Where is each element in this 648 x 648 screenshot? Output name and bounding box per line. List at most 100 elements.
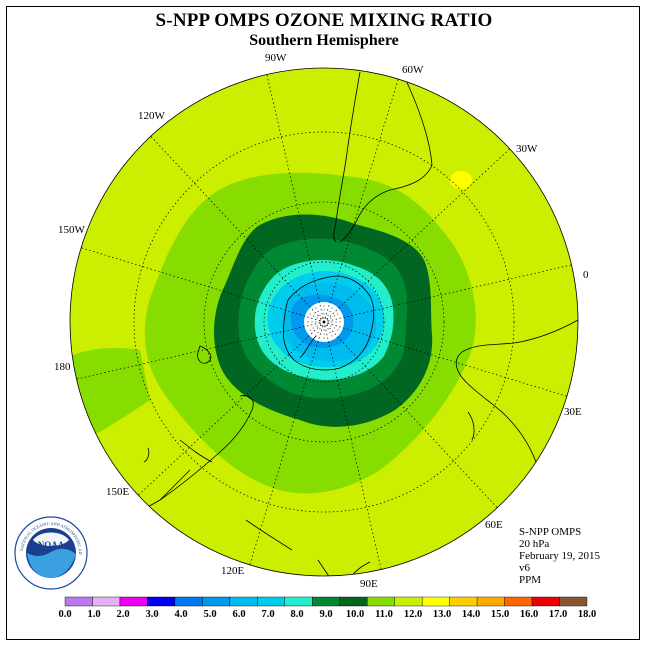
plot-frame	[6, 6, 640, 640]
cap-dot	[329, 331, 331, 333]
cap-dot	[323, 325, 325, 327]
cap-dot	[325, 324, 327, 326]
colorbar-tick-label: 16.0	[520, 609, 538, 620]
colorbar-swatch	[119, 596, 148, 607]
colorbar-tick-label: 2.0	[116, 609, 129, 620]
cap-dot	[317, 331, 319, 333]
cap-dot	[311, 321, 313, 323]
cap-dot	[323, 313, 325, 315]
map-boundary	[69, 67, 579, 577]
meridian-line	[75, 245, 325, 323]
lon-label-90e: 90E	[360, 578, 378, 590]
cap-dot	[315, 321, 317, 323]
cap-dot	[333, 327, 335, 329]
longitude-labels: 90W 60W 30W 0 30E 60E 90E 120E 150E 180 …	[54, 52, 589, 590]
colorbar-swatch	[367, 596, 395, 607]
info-version: v6	[519, 562, 530, 574]
cap-dot	[321, 324, 323, 326]
colorbar-swatch	[64, 596, 93, 607]
lon-label-150e: 150E	[106, 486, 130, 498]
colorbar-swatch	[394, 596, 423, 607]
meridian-line	[323, 321, 383, 576]
colorbar-tick-label: 1.0	[87, 609, 100, 620]
meridian-line	[323, 321, 573, 399]
cap-dot	[330, 317, 332, 319]
colorbar-tick-label: 4.0	[174, 609, 187, 620]
cap-dot	[331, 335, 333, 337]
map-disc	[70, 68, 578, 576]
cap-dot	[339, 321, 341, 323]
colorbar-swatch	[257, 596, 285, 607]
cap-dot	[323, 305, 325, 307]
cap-dot	[325, 318, 327, 320]
colorbar-swatch	[174, 596, 203, 607]
colorbar-tick-label: 3.0	[145, 609, 158, 620]
cap-dot	[326, 319, 328, 321]
cap-dot	[320, 323, 322, 325]
cap-dot	[327, 314, 329, 316]
cap-dot	[330, 325, 332, 327]
colorbar-tick-label: 12.0	[404, 609, 422, 620]
colorbar-swatch	[284, 596, 313, 607]
meridian-line	[323, 73, 401, 323]
cap-dot	[337, 329, 339, 331]
colorbar-swatch	[476, 596, 505, 607]
cap-dot	[313, 327, 315, 329]
noaa-logo-text: NOAA	[38, 540, 65, 550]
cap-dot	[315, 307, 317, 309]
meridian-line	[323, 144, 515, 323]
cap-dot	[321, 318, 323, 320]
lon-label-150w: 150W	[58, 224, 86, 236]
colorbar: 0.0 1.0 2.0 3.0 4.0 5.0 6.0 7.0 8.0 9.0 10.0 11.0 12…	[58, 596, 596, 620]
noaa-logo-ring-text: NATIONAL OCEANIC AND ATMOSPHERIC ADMINIS…	[0, 0, 83, 555]
map-subtitle: Southern Hemisphere	[249, 32, 399, 49]
meridian-line	[133, 321, 325, 500]
colorbar-tick-label: 11.0	[375, 609, 393, 620]
cap-dot	[319, 314, 321, 316]
info-date: February 19, 2015	[519, 550, 600, 562]
cap-dot	[313, 315, 315, 317]
graticule	[70, 68, 578, 576]
cap-dot	[327, 321, 329, 323]
meridian-line	[265, 68, 325, 323]
cap-dot	[319, 328, 321, 330]
colorbar-swatch	[504, 596, 533, 607]
map-title: S-NPP OMPS OZONE MIXING RATIO	[155, 10, 493, 31]
cap-dot	[326, 323, 328, 325]
colorbar-tick-label: 5.0	[203, 609, 216, 620]
cap-dot	[309, 329, 311, 331]
colorbar-tick-label: 6.0	[232, 609, 245, 620]
cap-dot	[331, 321, 333, 323]
colorbar-tick-label: 0.0	[58, 609, 71, 620]
lon-label-30w: 30W	[516, 143, 538, 155]
colorbar-tick-label: 13.0	[433, 609, 451, 620]
lon-label-120e: 120E	[221, 565, 245, 577]
colorbar-tick-label: 15.0	[491, 609, 509, 620]
lon-label-60w: 60W	[402, 64, 424, 76]
meridian-line	[323, 321, 502, 513]
cap-dot	[320, 319, 322, 321]
cap-dot	[323, 309, 325, 311]
cap-dot	[323, 333, 325, 335]
colorbar-swatch	[202, 596, 231, 607]
cap-dot	[337, 313, 339, 315]
lon-label-120w: 120W	[138, 110, 166, 122]
polar-cap-dots	[307, 305, 341, 339]
cap-dot	[327, 328, 329, 330]
info-level: 20 hPa	[519, 538, 550, 550]
meridian-line	[247, 321, 325, 571]
lon-label-60e: 60E	[485, 519, 503, 531]
coastlines	[99, 71, 578, 576]
lon-label-30e: 30E	[564, 406, 582, 418]
info-block: S-NPP OMPS 20 hPa February 19, 2015 v6 P…	[519, 526, 600, 586]
colorbar-swatch	[339, 596, 368, 607]
cap-dot	[317, 311, 319, 313]
colorbar-swatch	[229, 596, 258, 607]
meridian-line	[323, 263, 578, 323]
colorbar-swatch	[312, 596, 340, 607]
cap-dot	[309, 313, 311, 315]
colorbar-swatch	[449, 596, 478, 607]
cap-dot	[333, 315, 335, 317]
cap-dot	[307, 321, 309, 323]
